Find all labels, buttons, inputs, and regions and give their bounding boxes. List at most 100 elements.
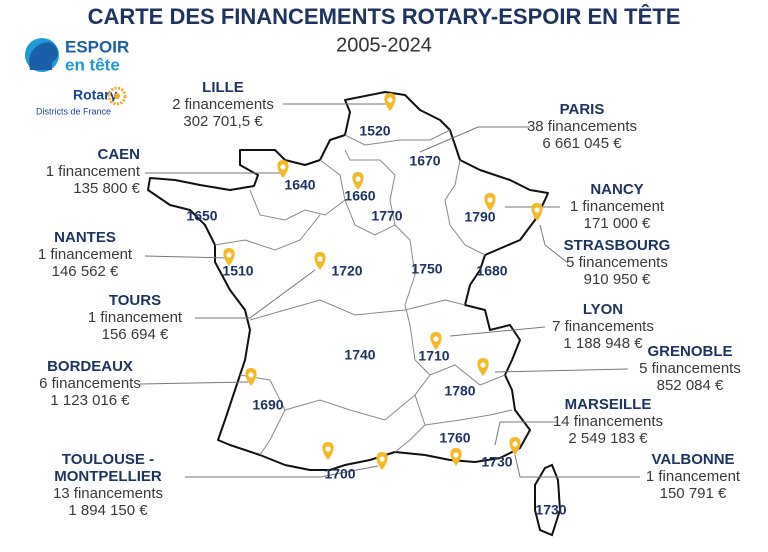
rotary-text: Rotary <box>73 87 118 103</box>
district-label: 1790 <box>464 209 495 225</box>
city-name: CAEN <box>97 146 140 163</box>
pin-hole <box>248 372 254 378</box>
district-label: 1720 <box>331 263 362 279</box>
city-amount: 852 084 € <box>657 377 724 394</box>
district-label: 1780 <box>444 383 475 399</box>
leader-line <box>494 368 629 373</box>
city-count: 38 financements <box>527 118 637 135</box>
district-border <box>249 299 466 321</box>
city-name: BORDEAUX <box>47 358 133 375</box>
leader-line <box>185 465 379 478</box>
city-amount: 156 694 € <box>102 326 169 343</box>
city-count: 7 financements <box>552 318 654 335</box>
city-count: 13 financements <box>53 485 163 502</box>
city-amount: 1 894 150 € <box>68 502 148 519</box>
district-label: 1650 <box>186 208 217 224</box>
city-count: 1 financement <box>646 468 741 485</box>
district-border <box>424 409 513 426</box>
city-amount: 146 562 € <box>52 263 119 280</box>
city-name: LYON <box>583 301 623 318</box>
pin-hole <box>280 164 286 170</box>
district-label: 1510 <box>222 263 253 279</box>
district-border <box>394 224 416 326</box>
corsica-outline <box>534 463 562 537</box>
city-amount: 910 950 € <box>584 271 651 288</box>
leader-line <box>539 224 569 264</box>
city-name: MONTPELLIER <box>54 468 162 485</box>
pin-hole <box>487 197 493 203</box>
district-label: 1670 <box>409 153 440 169</box>
leader-line <box>195 269 316 319</box>
city-name: PARIS <box>560 101 605 118</box>
logo: ESPOIR en tête Rotary Districts de Franc… <box>25 37 129 116</box>
district-border <box>249 159 346 221</box>
leader-line <box>419 126 530 153</box>
city-amount: 1 188 948 € <box>563 335 643 352</box>
city-count: 6 financements <box>39 375 141 392</box>
city-amount: 171 000 € <box>584 215 651 232</box>
district-label: 1520 <box>359 123 390 139</box>
district-label: 1660 <box>344 188 375 204</box>
city-name: TOULOUSE - <box>62 451 154 468</box>
city-name: LILLE <box>202 79 244 96</box>
leader-line <box>514 454 640 478</box>
city-count: 5 financements <box>566 254 668 271</box>
city-count: 1 financement <box>38 246 133 263</box>
district-label: 1730 <box>535 502 566 518</box>
city-name: TOURS <box>109 292 161 309</box>
city-count: 1 financement <box>88 309 183 326</box>
rotary-sub: Districts de France <box>36 106 111 116</box>
pin-hole <box>453 452 459 458</box>
leader-line <box>144 255 230 259</box>
logo-text: ESPOIR <box>65 37 129 56</box>
district-label: 1770 <box>371 208 402 224</box>
pin-hole <box>433 336 439 342</box>
district-label: 1730 <box>481 454 512 470</box>
leader-line <box>494 421 558 446</box>
pin-hole <box>379 456 385 462</box>
city-name: VALBONNE <box>651 451 734 468</box>
city-name: MARSEILLE <box>565 396 652 413</box>
district-label: 1710 <box>418 348 449 364</box>
city-amount: 1 123 016 € <box>50 392 130 409</box>
district-border <box>429 364 506 386</box>
district-label: 1680 <box>476 263 507 279</box>
pin-hole <box>534 207 540 213</box>
pin-hole <box>317 256 323 262</box>
leader-line <box>449 326 546 337</box>
city-name: STRASBOURG <box>564 237 671 254</box>
district-label: 1740 <box>344 347 375 363</box>
pin-hole <box>512 441 518 447</box>
district-label: 1700 <box>324 466 355 482</box>
city-amount: 2 549 183 € <box>568 430 648 447</box>
district-label: 1640 <box>284 177 315 193</box>
district-label: 1760 <box>439 430 470 446</box>
rotary-wheel <box>107 86 127 106</box>
france-outline <box>147 91 549 471</box>
district-border <box>344 149 396 236</box>
city-count: 1 financement <box>570 198 665 215</box>
rotary-wheel <box>114 93 120 99</box>
city-amount: 6 661 045 € <box>542 135 622 152</box>
city-name: NANCY <box>590 181 643 198</box>
pin-hole <box>387 97 393 103</box>
subtitle: 2005-2024 <box>336 34 432 56</box>
city-count: 1 financement <box>46 163 141 180</box>
district-border <box>344 129 451 146</box>
pin-hole <box>355 176 361 182</box>
city-count: 14 financements <box>553 413 663 430</box>
city-count: 5 financements <box>639 360 741 377</box>
logo-text: en tête <box>65 55 120 74</box>
city-count: 2 financements <box>172 96 274 113</box>
district-border <box>444 159 486 256</box>
city-amount: 135 800 € <box>73 180 140 197</box>
leader-line <box>139 381 249 385</box>
city-name: GRENOBLE <box>647 343 732 360</box>
district-label: 1690 <box>252 397 283 413</box>
city-name: NANTES <box>54 229 116 246</box>
logo-head <box>29 42 58 70</box>
pin-hole <box>226 252 232 258</box>
pin-hole <box>480 362 486 368</box>
district-border <box>214 214 321 251</box>
